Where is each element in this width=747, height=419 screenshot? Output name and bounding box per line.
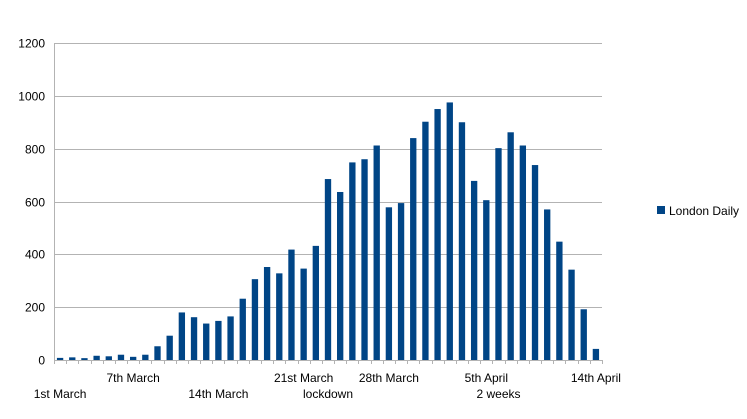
bar-36 xyxy=(483,200,490,360)
bar-37 xyxy=(495,148,502,360)
bar-20 xyxy=(288,249,295,360)
x-tick-label: lockdown xyxy=(303,387,353,401)
bar-25 xyxy=(349,162,356,360)
y-tick-label-600: 600 xyxy=(25,196,45,210)
bar-22 xyxy=(312,245,319,360)
bar-9 xyxy=(154,346,161,360)
bar-26 xyxy=(361,159,368,360)
legend-swatch-london-daily xyxy=(657,206,665,214)
y-tick-label-1000: 1000 xyxy=(18,90,45,104)
bar-15 xyxy=(227,316,234,360)
y-tick-label-800: 800 xyxy=(25,143,45,157)
bar-42 xyxy=(556,241,563,360)
bar-18 xyxy=(263,267,271,360)
bar-21 xyxy=(300,268,307,360)
bar-29 xyxy=(397,203,405,360)
x-tick-label: 14th March xyxy=(188,387,248,401)
bar-13 xyxy=(203,323,210,360)
bar-6 xyxy=(117,354,125,360)
x-tick-label: 7th March xyxy=(106,371,159,385)
bar-14 xyxy=(215,320,222,360)
x-tick-label: 14th April xyxy=(571,371,621,385)
gridlines xyxy=(54,43,603,364)
y-axis-ticks: 0 200 400 600 800 1000 1200 xyxy=(18,37,45,368)
bar-17 xyxy=(251,279,259,360)
x-tick-label: 28th March xyxy=(359,371,419,385)
bar-3 xyxy=(81,358,88,360)
bar-23 xyxy=(324,179,332,360)
x-tick-label: 21st March xyxy=(274,371,333,385)
x-tick-label: 1st March xyxy=(34,387,87,401)
x-tick-label: 2 weeks xyxy=(476,387,520,401)
y-tick-label-1200: 1200 xyxy=(18,37,45,51)
bar-10 xyxy=(166,335,173,360)
bar-11 xyxy=(178,312,186,360)
bar-28 xyxy=(385,207,393,360)
bar-1 xyxy=(56,357,64,360)
bar-32 xyxy=(434,109,441,360)
y-tick-label-200: 200 xyxy=(25,301,45,315)
bar-31 xyxy=(422,121,429,360)
bars xyxy=(56,102,600,360)
bar-34 xyxy=(458,122,466,360)
y-tick-label-400: 400 xyxy=(25,248,45,262)
bar-27 xyxy=(373,145,380,360)
bar-12 xyxy=(190,317,198,360)
bar-16 xyxy=(239,298,246,360)
bar-44 xyxy=(580,309,587,360)
bar-41 xyxy=(544,209,551,360)
bar-45 xyxy=(592,348,600,360)
bar-5 xyxy=(105,356,112,360)
y-tick-label-0: 0 xyxy=(38,354,45,368)
bar-38 xyxy=(507,132,514,360)
bar-4 xyxy=(93,355,100,360)
bar-8 xyxy=(142,354,149,360)
bar-33 xyxy=(446,102,453,360)
bar-43 xyxy=(568,269,575,360)
bar-19 xyxy=(276,273,283,360)
x-tick-label: 5th April xyxy=(465,371,508,385)
bar-2 xyxy=(69,357,76,360)
bar-39 xyxy=(519,145,527,360)
bar-7 xyxy=(129,356,137,360)
legend-label-london-daily: London Daily xyxy=(669,204,739,218)
bar-35 xyxy=(470,180,478,360)
bar-24 xyxy=(337,191,344,360)
x-axis-labels: 1st March 7th March 14th March 21st March lo… xyxy=(34,371,621,401)
bar-40 xyxy=(531,165,539,360)
bar-30 xyxy=(410,138,417,360)
legend: London Daily xyxy=(657,204,739,218)
